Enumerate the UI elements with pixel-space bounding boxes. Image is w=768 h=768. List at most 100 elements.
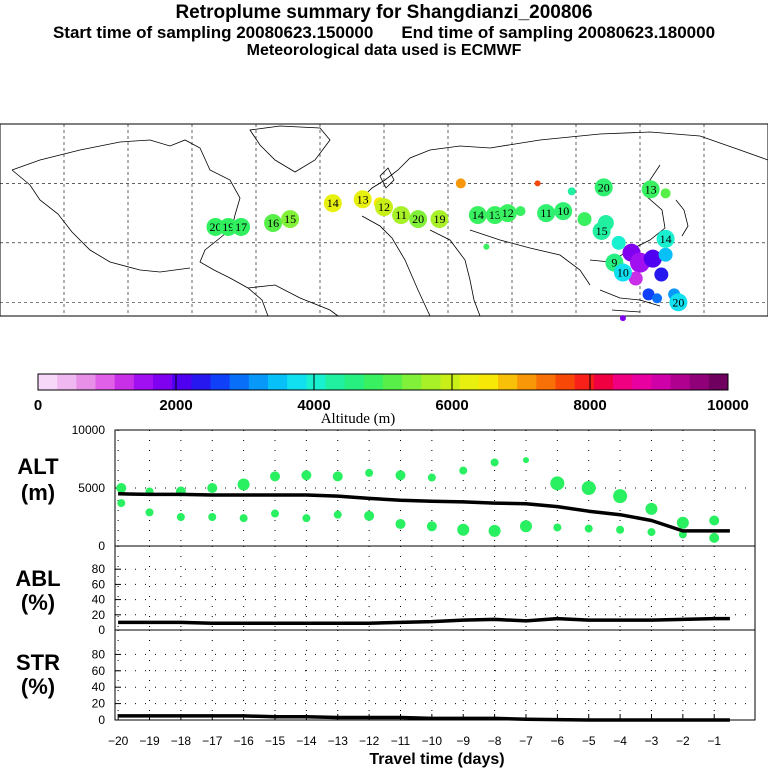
x-tick-label: −5 (582, 734, 596, 748)
colorbar-cell (268, 374, 288, 390)
mean-line-alt (118, 492, 730, 533)
mean-line-abl (118, 616, 730, 625)
y-tick-label: 40 (92, 680, 106, 694)
alt-point (581, 481, 596, 495)
plume-label-disc (392, 206, 411, 225)
y-tick-label: 0 (98, 539, 105, 553)
coast-africa (361, 215, 481, 317)
colorbar-labels: 0 2000 4000 6000 8000 10000 (34, 374, 749, 414)
plume-label-disc (409, 210, 428, 229)
colorbar-cell (133, 374, 154, 390)
colorbar-tick-label: 4000 (297, 397, 330, 414)
coast-north-america-west (11, 169, 191, 273)
plume-label-disc (554, 202, 573, 221)
colorbar-cell (421, 374, 441, 390)
plume-day-label: 20 (209, 220, 221, 234)
abl-panel-unit: (%) (21, 590, 55, 615)
x-tick-label: −10 (422, 734, 443, 748)
x-tick-label: −19 (139, 734, 160, 748)
colorbar-cell (632, 374, 652, 390)
alt-point (145, 508, 154, 517)
alt-point (116, 483, 127, 493)
alt-point (490, 458, 499, 467)
y-tick-label: 60 (92, 577, 106, 591)
plume-label-disc (592, 221, 611, 240)
y-tick-label: 0 (98, 623, 105, 637)
plume-day-label: 14 (660, 232, 672, 246)
colorbar-cell (76, 374, 96, 390)
panel-mean-lines (118, 492, 730, 722)
plume-label-disc (594, 178, 613, 197)
colorbar-cell (478, 374, 499, 390)
colorbar-tick-label: 8000 (573, 397, 606, 414)
str-panel-unit: (%) (21, 674, 55, 699)
plume-cluster (658, 247, 673, 262)
coast-indonesia (599, 289, 661, 313)
colorbar-cell (325, 374, 346, 390)
chart-title: Retroplume summary for Shangdianzi_20080… (175, 2, 593, 23)
plume-cluster (654, 267, 669, 282)
colorbar-tick-label: 6000 (435, 397, 468, 414)
str-panel-label: STR (16, 650, 60, 675)
colorbar-cell (383, 374, 403, 390)
plume-label-disc (281, 210, 300, 229)
colorbar-cell (191, 374, 211, 390)
chart-title-block: Retroplume summary for Shangdianzi_20080… (0, 2, 768, 60)
plume-label-disc (232, 217, 251, 236)
alt-panel-unit: (m) (21, 480, 55, 505)
colorbar-cell (670, 374, 691, 390)
colorbar-cell (306, 374, 326, 390)
colorbar-cell (440, 374, 461, 390)
y-tick-label: 20 (92, 608, 106, 622)
alt-point (237, 478, 250, 491)
alt-point (207, 483, 218, 493)
alt-point (522, 457, 529, 464)
alt-point (395, 518, 406, 529)
y-tick-label: 80 (92, 647, 106, 661)
coast-greenland (249, 125, 331, 173)
plume-day-label: 11 (395, 208, 407, 222)
plume-day-label: 9 (611, 256, 617, 270)
colorbar-cell (287, 374, 307, 390)
alt-point (645, 502, 658, 515)
plume-day-label: 15 (596, 224, 608, 238)
plume-day-label: 13 (645, 182, 657, 196)
colorbar-cell (363, 374, 384, 390)
plume-label-disc (323, 194, 342, 213)
plume-cluster (567, 187, 576, 196)
y-tick-label: 10000 (72, 423, 106, 437)
colorbar-cell (574, 374, 595, 390)
x-tick-label: −1 (707, 734, 721, 748)
plume-day-label: 19 (433, 212, 445, 226)
alt-point (271, 509, 279, 518)
y-tick-label: 40 (92, 593, 106, 607)
plume-label-disc (206, 217, 225, 236)
plume-cluster (515, 206, 526, 217)
plume-day-label: 13 (489, 208, 501, 222)
colorbar-cell (555, 374, 576, 390)
plume-day-label: 17 (235, 220, 247, 234)
plume-day-label: 14 (472, 208, 484, 222)
coast-japan (675, 199, 689, 237)
alt-panel-label: ALT (17, 454, 59, 479)
colorbar-tick-label: 0 (34, 397, 42, 414)
plume-cluster (652, 293, 663, 304)
colorbar-cell (153, 374, 173, 390)
plume-label-disc (375, 198, 393, 217)
alt-point (616, 525, 625, 534)
abl-panel-label: ABL (15, 566, 60, 591)
plume-label-disc (613, 263, 632, 282)
plume-day-label: 11 (540, 206, 552, 220)
plume-label-disc (537, 204, 556, 223)
colorbar-cell (651, 374, 671, 390)
colorbar-cell (229, 374, 250, 390)
coast-north-america (11, 139, 269, 317)
plume-day-label: 14 (327, 196, 339, 210)
alt-point (270, 471, 280, 482)
y-tick-label: 0 (98, 713, 105, 727)
colorbar-cell (593, 374, 614, 390)
alt-point (459, 466, 468, 475)
